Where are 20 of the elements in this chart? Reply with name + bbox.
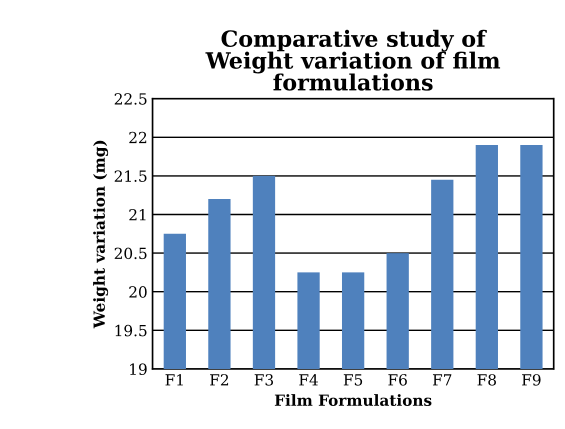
x-tick-label: F2: [210, 374, 228, 386]
y-tick-label: 19.5: [116, 324, 147, 336]
x-tick-label: F9: [522, 374, 541, 386]
x-tick-label: F5: [344, 374, 362, 386]
y-tick-label: 20.5: [114, 248, 147, 260]
y-axis-title: Weight variation (mg): [93, 140, 108, 328]
x-tick-label: F1: [166, 374, 183, 386]
y-tick-label: 22.5: [114, 93, 147, 105]
y-tick-label: 21.5: [114, 170, 147, 182]
chart-title: Comparative study of Weight variation of ﬁlm formulations: [205, 30, 500, 91]
x-tick-label: F6: [388, 374, 407, 386]
x-tick-label: F4: [299, 374, 318, 386]
y-tick-label: 20: [129, 286, 147, 298]
y-tick-label: 19: [130, 363, 147, 375]
y-tick-label: 22: [129, 132, 146, 144]
x-tick-label: F7: [432, 374, 452, 386]
x-axis-title: Film Formulations: [274, 394, 432, 406]
y-tick-label: 21: [129, 208, 146, 220]
x-tick-label: F3: [254, 374, 274, 386]
x-tick-label: F8: [478, 374, 496, 386]
